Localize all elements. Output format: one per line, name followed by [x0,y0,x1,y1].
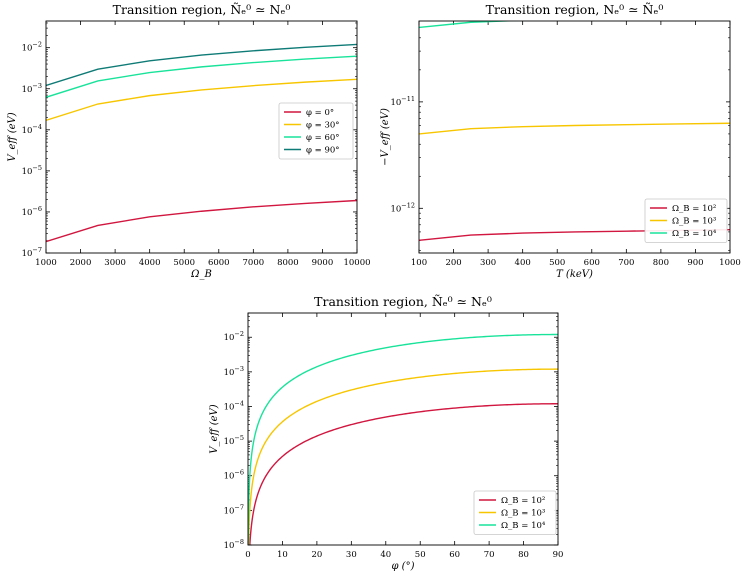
x-tick-label: 900 [687,258,703,268]
series-line-0 [249,403,558,545]
y-axis-label: V_eff (eV) [7,112,18,161]
x-tick-label: 40 [380,550,391,560]
chart-title: Transition region, Nₑ⁰ ≃ Ñₑ⁰ [486,2,664,17]
x-tick-label: 800 [653,258,669,268]
plot-frame [45,20,358,254]
x-tick-label: 200 [445,258,461,268]
x-axis-label: φ (°) [392,561,415,572]
y-tick-label: 10−7 [22,246,42,259]
legend-label: Ω_B = 10³ [501,509,545,519]
x-tick-label: 1000 [719,258,741,268]
plot-frame [247,312,559,546]
chart-title: Transition region, Ñₑ⁰ ≃ Nₑ⁰ [113,2,291,17]
legend-label: Ω_B = 10³ [672,217,716,227]
y-axis-label: V_eff (eV) [209,404,220,453]
x-tick-label: 70 [484,550,495,560]
x-tick-label: 300 [480,258,496,268]
x-tick-label: 20 [311,550,322,560]
x-tick-label: 8000 [277,258,299,268]
series-line-2 [46,55,357,98]
x-tick-label: 30 [346,550,357,560]
series-line-0 [46,199,357,243]
y-tick-label: 10−6 [22,205,42,218]
legend-label: Ω_B = 10² [501,496,545,506]
chart-top_right: Transition region, Nₑ⁰ ≃ Ñₑ⁰ 10−12 10−11 10… [380,2,741,280]
x-tick-label: 100 [411,258,427,268]
legend-label: Ω_B = 10² [672,204,716,214]
y-tick-label: 10−2 [224,330,244,343]
series-line-1 [419,122,730,135]
y-tick-label: 10−4 [22,123,42,136]
x-tick-label: 3000 [104,258,126,268]
plot-frame [418,20,731,254]
legend-label: Ω_B = 10⁴ [501,521,546,531]
x-tick-label: 6000 [208,258,230,268]
y-axis-label: −V_eff (eV) [380,108,391,166]
chart-title: Transition region, Ñₑ⁰ ≃ Nₑ⁰ [314,294,492,309]
x-tick-label: 5000 [173,258,195,268]
legend: Ω_B = 10² Ω_B = 10³ Ω_B = 10⁴ [473,490,557,535]
x-tick-label: 10000 [343,258,370,268]
x-tick-label: 400 [515,258,531,268]
y-tick-label: 10−4 [224,399,244,412]
legend: Ω_B = 10² Ω_B = 10³ Ω_B = 10⁴ [644,198,728,243]
legend-box [278,102,354,160]
y-tick-label: 10−12 [390,201,415,214]
x-tick-label: 7000 [243,258,265,268]
series-line-2 [248,333,558,545]
x-tick-label: 50 [415,550,426,560]
series-line-1 [46,78,357,122]
y-tick-label: 10−2 [22,41,42,54]
x-tick-label: 0 [245,550,250,560]
legend-label: φ = 30° [306,121,340,131]
legend-box [644,198,728,243]
chart-top_left: Transition region, Ñₑ⁰ ≃ Nₑ⁰ 10−7 10−6 10−5… [7,2,371,280]
x-tick-label: 700 [618,258,634,268]
x-axis-label: T (keV) [556,269,593,280]
x-axis-label: Ω_B [190,269,212,280]
series-line-3 [46,43,357,87]
x-tick-label: 2000 [70,258,92,268]
y-tick-label: 10−11 [390,95,415,108]
legend-label: Ω_B = 10⁴ [672,229,717,239]
y-tick-label: 10−5 [22,164,42,177]
series-line-2 [419,21,522,29]
x-tick-label: 1000 [35,258,57,268]
y-tick-label: 10−5 [224,434,244,447]
legend-label: φ = 90° [306,146,340,156]
legend: φ = 0° φ = 30° φ = 60° φ = 90° [278,102,354,160]
x-tick-label: 90 [553,550,564,560]
x-tick-label: 9000 [312,258,334,268]
x-tick-label: 80 [518,550,529,560]
x-tick-label: 4000 [139,258,161,268]
legend-label: φ = 60° [306,133,340,143]
legend-box [473,490,557,535]
y-tick-label: 10−7 [224,503,244,516]
y-tick-label: 10−3 [224,365,244,378]
y-tick-label: 10−6 [224,469,244,482]
y-tick-label: 10−8 [224,538,244,551]
x-tick-label: 60 [449,550,460,560]
series-line-1 [248,368,558,545]
x-tick-label: 600 [584,258,600,268]
x-tick-label: 500 [549,258,565,268]
chart-bottom: Transition region, Ñₑ⁰ ≃ Nₑ⁰ 10−8 10−7 10−6… [209,294,564,572]
x-tick-label: 10 [277,550,288,560]
legend-label: φ = 0° [306,108,334,118]
y-tick-label: 10−3 [22,82,42,95]
